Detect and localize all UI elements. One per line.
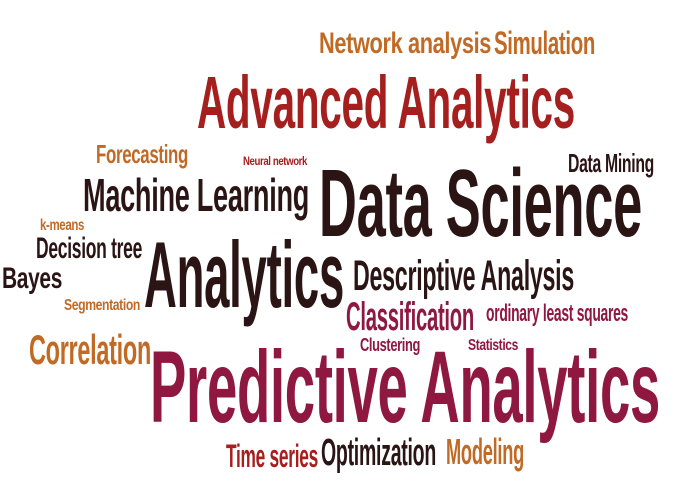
word-machine-learning: Machine Learning (83, 169, 310, 221)
word-predictive-analytics: Predictive Analytics (150, 330, 661, 444)
word-neural-network: Neural network (243, 154, 308, 168)
word-clustering: Clustering (360, 335, 421, 355)
word-network-analysis: Network analysis (319, 27, 492, 60)
word-advanced-analytics: Advanced Analytics (197, 61, 575, 144)
word-data-mining: Data Mining (568, 148, 654, 178)
word-time-series: Time series (226, 438, 319, 474)
word-modeling: Modeling (446, 431, 524, 472)
word-forecasting: Forecasting (96, 139, 189, 169)
word-optimization: Optimization (321, 432, 436, 474)
word-classification: Classification (346, 295, 475, 339)
word-bayes: Bayes (2, 262, 62, 295)
word-data-science: Data Science (319, 150, 642, 257)
word-ordinary-least-squares: ordinary least squares (486, 300, 629, 327)
word-simulation: Simulation (494, 25, 596, 61)
word-decision-tree: Decision tree (36, 232, 143, 265)
word-descriptive-analysis: Descriptive Analysis (353, 252, 575, 300)
word-segmentation: Segmentation (64, 297, 140, 314)
word-analytics: Analytics (144, 222, 344, 327)
word-statistics: Statistics (468, 337, 519, 354)
word-k-means: k-means (40, 217, 85, 234)
word-correlation: Correlation (29, 326, 152, 373)
